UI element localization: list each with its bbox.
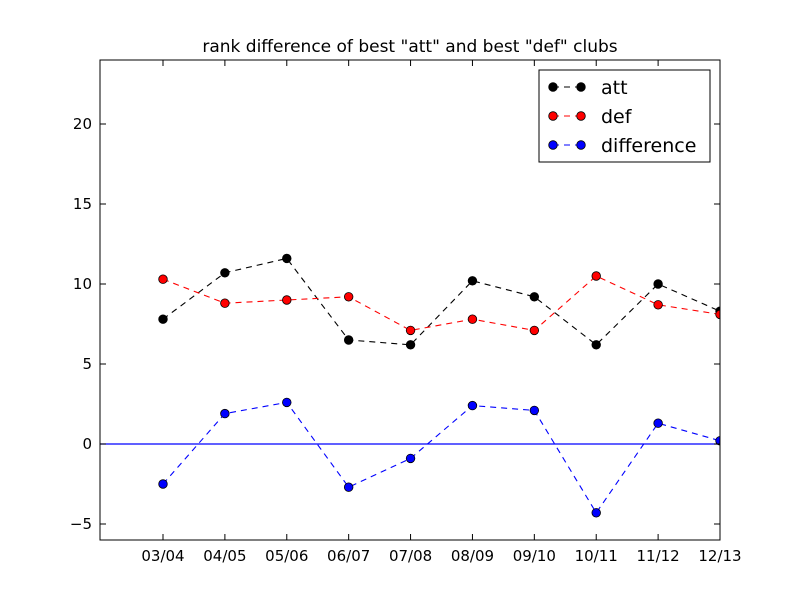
data-point-att-3 (343, 335, 354, 345)
y-tick-label: 15 (73, 195, 92, 213)
legend-marker-difference (548, 140, 558, 150)
legend-marker-def (548, 111, 558, 121)
data-point-att-0 (158, 314, 168, 324)
plot-frame (99, 59, 721, 541)
legend-label-def: def (601, 106, 633, 128)
series-att (158, 253, 720, 350)
x-tick-label: 12/13 (698, 547, 741, 565)
x-tick-label: 03/04 (141, 547, 184, 565)
legend: att def difference (538, 69, 711, 163)
series-line-difference (162, 401, 720, 514)
data-point-att-6 (529, 292, 540, 302)
chart-title: rank difference of best "att" and best "… (202, 37, 617, 57)
legend-label-difference: difference (601, 135, 696, 157)
y-tick-label: 20 (73, 115, 92, 133)
data-point-att-4 (405, 340, 416, 350)
data-point-difference-1 (220, 408, 230, 419)
y-tick-label: 0 (82, 435, 92, 453)
data-point-difference-4 (405, 453, 416, 464)
y-tick-label: −5 (70, 515, 92, 533)
x-tick-label: 09/10 (513, 547, 556, 565)
x-tick-label: 04/05 (203, 547, 246, 565)
data-point-def-7 (591, 271, 601, 281)
series-difference (158, 397, 720, 518)
data-point-difference-8 (653, 418, 663, 428)
plot-area: −5 0 5 10 15 20 03/04 04/05 05/06 06/07 07/08 08/09… (70, 59, 742, 565)
x-tick-label: 08/09 (451, 547, 494, 565)
y-tick-label: 5 (82, 355, 92, 373)
data-point-difference-9 (715, 436, 720, 446)
data-point-def-4 (405, 325, 416, 336)
series-def (158, 271, 720, 336)
data-point-def-0 (158, 274, 168, 284)
legend-label-att: att (601, 77, 628, 99)
data-point-att-5 (467, 276, 478, 286)
data-point-def-1 (220, 298, 230, 308)
x-tick-label: 10/11 (575, 547, 618, 565)
data-point-att-1 (220, 268, 230, 278)
data-point-difference-2 (282, 397, 292, 408)
data-point-difference-5 (467, 400, 478, 411)
data-point-def-8 (653, 300, 663, 310)
data-point-att-7 (591, 340, 601, 350)
x-tick-label: 06/07 (327, 547, 370, 565)
legend-marker-difference (576, 140, 586, 150)
y-tick-label: 10 (73, 275, 92, 293)
legend-marker-def (576, 111, 586, 121)
data-point-def-3 (343, 292, 354, 302)
data-point-def-9 (715, 309, 720, 320)
x-tick-label: 07/08 (389, 547, 432, 565)
x-tick-label: 11/12 (636, 547, 679, 565)
data-point-difference-3 (343, 482, 354, 492)
data-point-def-2 (282, 295, 292, 305)
data-point-difference-6 (529, 405, 540, 416)
data-point-difference-7 (591, 508, 601, 518)
data-point-def-5 (467, 314, 478, 324)
legend-marker-att (576, 82, 586, 92)
data-point-def-6 (529, 325, 540, 336)
data-point-att-8 (653, 279, 663, 289)
data-point-difference-0 (158, 479, 168, 489)
x-tick-label: 05/06 (265, 547, 308, 565)
legend-marker-att (548, 82, 558, 92)
data-point-att-2 (282, 253, 292, 264)
